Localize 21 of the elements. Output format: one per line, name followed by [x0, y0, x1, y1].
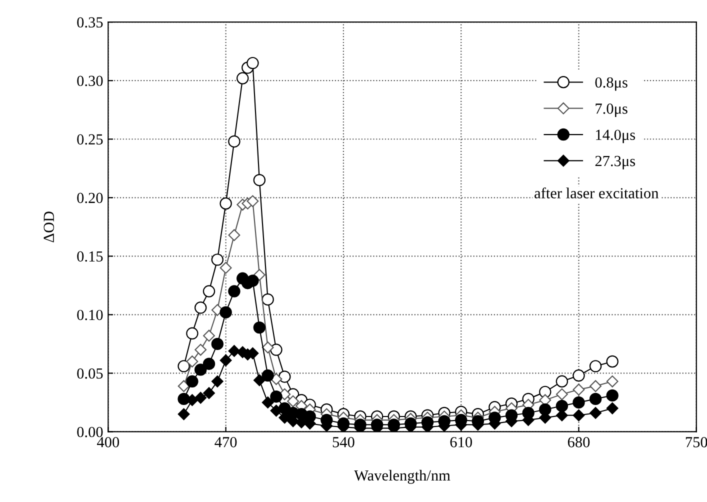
- y-tick-label: 0.25: [77, 134, 103, 145]
- x-tick-label: 540: [332, 437, 354, 448]
- y-tick-label: 0.20: [77, 192, 103, 204]
- annotation: after laser excitation: [534, 187, 659, 198]
- y-tick-label: 0.00: [77, 426, 103, 438]
- x-tick-label: 610: [450, 437, 472, 448]
- x-tick-label: 680: [568, 437, 590, 448]
- y-tick-label: 0.35: [77, 17, 103, 28]
- x-axis-title: Wavelength/nm: [354, 470, 450, 484]
- legend-label: 27.3μs: [595, 156, 636, 170]
- x-tick-label: 750: [686, 437, 707, 448]
- y-axis-title: ΔOD: [44, 212, 54, 242]
- y-tick-label: 0.15: [77, 251, 103, 262]
- x-tick-label: 400: [97, 437, 120, 448]
- legend-label: 0.8μs: [595, 77, 628, 91]
- x-tick-label: 470: [214, 437, 237, 448]
- y-tick-label: 0.05: [77, 368, 103, 379]
- y-tick-label: 0.30: [77, 76, 103, 86]
- legend-label: 14.0μs: [596, 130, 636, 144]
- legend-label: 7.0μs: [596, 104, 628, 117]
- y-tick-label: 0.10: [77, 310, 103, 320]
